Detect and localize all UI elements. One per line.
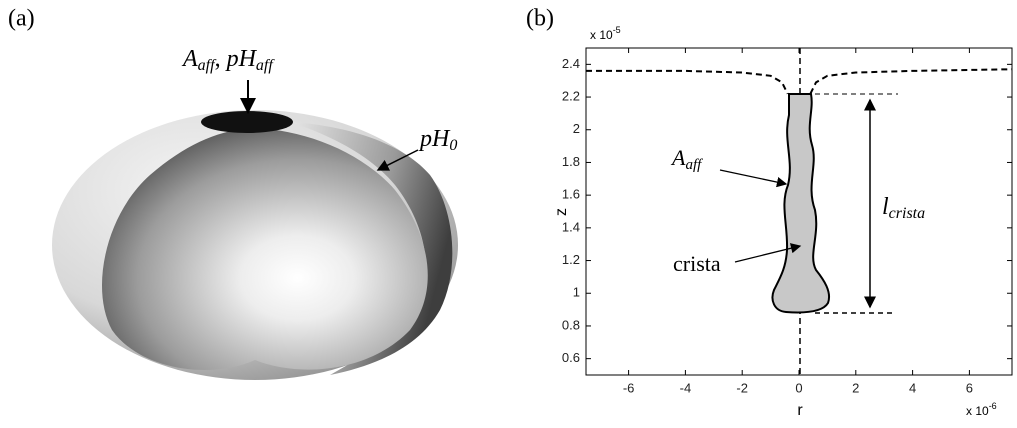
x-tick-label: -4 [680, 380, 692, 395]
panel-label: (a) [8, 6, 35, 32]
panel-label: (b) [526, 6, 554, 32]
figure: (a) Aaff, pHaff pH0 (b) x 10-5 x 10-6 r … [0, 0, 1017, 428]
side-label: pH0 [418, 126, 457, 154]
length-label: lcrista [882, 194, 925, 222]
y-tick-label: 1.4 [562, 219, 580, 234]
y-tick-label: 1 [573, 285, 580, 300]
x-multiplier: x 10-6 [966, 401, 997, 418]
x-axis-label: r [797, 402, 803, 419]
y-tick-label: 2 [573, 121, 580, 136]
x-tick-label: -2 [736, 380, 748, 395]
area-label: Aaff [670, 145, 703, 173]
y-tick-label: 1.2 [562, 252, 580, 267]
y-tick-label: 1.6 [562, 187, 580, 202]
x-tick-label: 4 [909, 380, 916, 395]
y-tick-label: 2.2 [562, 88, 580, 103]
top-label: Aaff, pHaff [181, 46, 275, 74]
y-tick-label: 1.8 [562, 154, 580, 169]
y-axis-label: z [553, 208, 570, 216]
y-multiplier: x 10-5 [590, 25, 621, 42]
crista-label: crista [673, 251, 721, 276]
x-tick-label: 6 [966, 380, 973, 395]
membrane-line [586, 69, 1012, 94]
x-tick-label: 0 [795, 380, 802, 395]
y-tick-label: 2.4 [562, 56, 580, 71]
y-tick-label: 0.8 [562, 317, 580, 332]
x-tick-label: -6 [623, 380, 635, 395]
arrow [720, 170, 786, 184]
crista-outline [773, 94, 830, 312]
y-tick-label: 0.6 [562, 350, 580, 365]
x-tick-label: 2 [852, 380, 859, 395]
mitochondrion-render [52, 110, 458, 380]
